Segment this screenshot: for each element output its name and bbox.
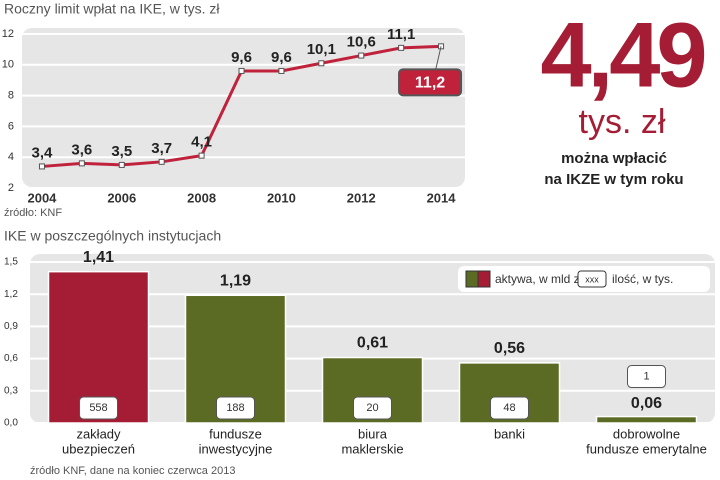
count-box [353,396,392,420]
source: źródło: KNF [4,207,62,219]
bar [595,415,698,424]
y-tick-label: 0,6 [4,353,18,364]
y-tick-label: 2 [8,182,14,194]
point [118,161,125,168]
chart-title: IKE w poszczególnych instytucjach [4,228,221,244]
plot-background [22,28,465,187]
y-tick-label: 0,0 [4,418,18,429]
point [238,67,245,74]
x-tick-label: inwestycyjne [199,441,273,456]
value-label: 3,5 [111,143,132,160]
source: źródło KNF, dane na koniec czerwca 2013 [30,465,235,477]
callout-unit: tys. zł [579,103,666,141]
count-box [490,396,529,420]
x-tick-label: fundusze [209,426,262,441]
x-tick-label: dobrowolne [613,426,680,441]
value-label: 11,2 [415,75,445,92]
legend-swatch [465,270,479,288]
y-tick-label: 0,3 [4,385,18,396]
label-leader [434,46,442,73]
point [358,52,365,59]
value-label: 3,6 [71,141,92,158]
value-label: 11,1 [387,26,415,43]
value-label: 3,7 [151,140,172,157]
y-tick-label: 1,2 [4,289,18,300]
value-label: 3,4 [32,144,54,161]
x-tick-label: 2006 [107,190,136,205]
value-label: 10,1 [307,41,336,58]
bar [321,356,424,424]
y-tick-label: 0,9 [4,321,18,332]
value-label: 1,19 [220,272,251,289]
legend-swatch [477,270,491,288]
x-tick-label: biura [358,426,388,441]
count-label: 558 [89,402,107,414]
point [278,67,285,74]
legend-box [577,270,607,288]
value-label: 0,56 [494,340,525,357]
legend-symbol: xxx [585,274,599,284]
value-label: 0,06 [631,395,662,412]
y-tick-label: 1,5 [4,257,18,268]
y-tick-label: 8 [8,90,14,102]
count-label: 188 [226,402,244,414]
value-label: 1,41 [83,249,114,266]
count-box [216,396,255,420]
y-tick-label: 6 [8,120,14,132]
x-tick-label: 2004 [27,190,57,205]
value-label: 10,6 [347,34,376,51]
x-tick-label: zakłady [76,426,121,441]
callout-text: na IKZE w tym roku [544,171,683,188]
chart-title: Roczny limit wpłat na IKE, w tys. zł [4,1,220,17]
x-tick-label: 2008 [187,190,216,205]
label-box [398,68,463,97]
value-label: 4,1 [191,134,212,151]
x-tick-label: 2010 [267,190,296,205]
count-label: 20 [366,402,378,414]
point [318,60,325,67]
legend-label: ilość, w tys. [612,272,673,286]
point [78,160,85,167]
value-label: 0,61 [357,335,388,352]
value-label: 9,6 [231,49,252,66]
x-tick-label: maklerskie [341,441,403,456]
x-tick-label: 2014 [427,190,457,205]
count-box [627,365,666,389]
count-label: 1 [643,370,649,382]
count-box [79,396,118,420]
point [158,158,165,165]
point [198,152,205,159]
callout-text: można wpłacić [561,150,667,167]
value-label: 9,6 [271,49,292,66]
x-tick-label: 2012 [347,190,376,205]
point [398,44,405,51]
y-tick-label: 4 [8,151,14,163]
point [38,163,45,170]
count-label: 48 [503,402,515,414]
x-tick-label: banki [494,426,525,441]
x-tick-label: ubezpieczeń [62,441,135,456]
y-tick-label: 10 [2,59,14,71]
x-tick-label: fundusze emerytalne [586,441,707,456]
legend-label: aktywa, w mld zł [495,272,583,286]
callout-value: 4,49 [540,4,704,106]
y-tick-label: 12 [2,28,14,40]
